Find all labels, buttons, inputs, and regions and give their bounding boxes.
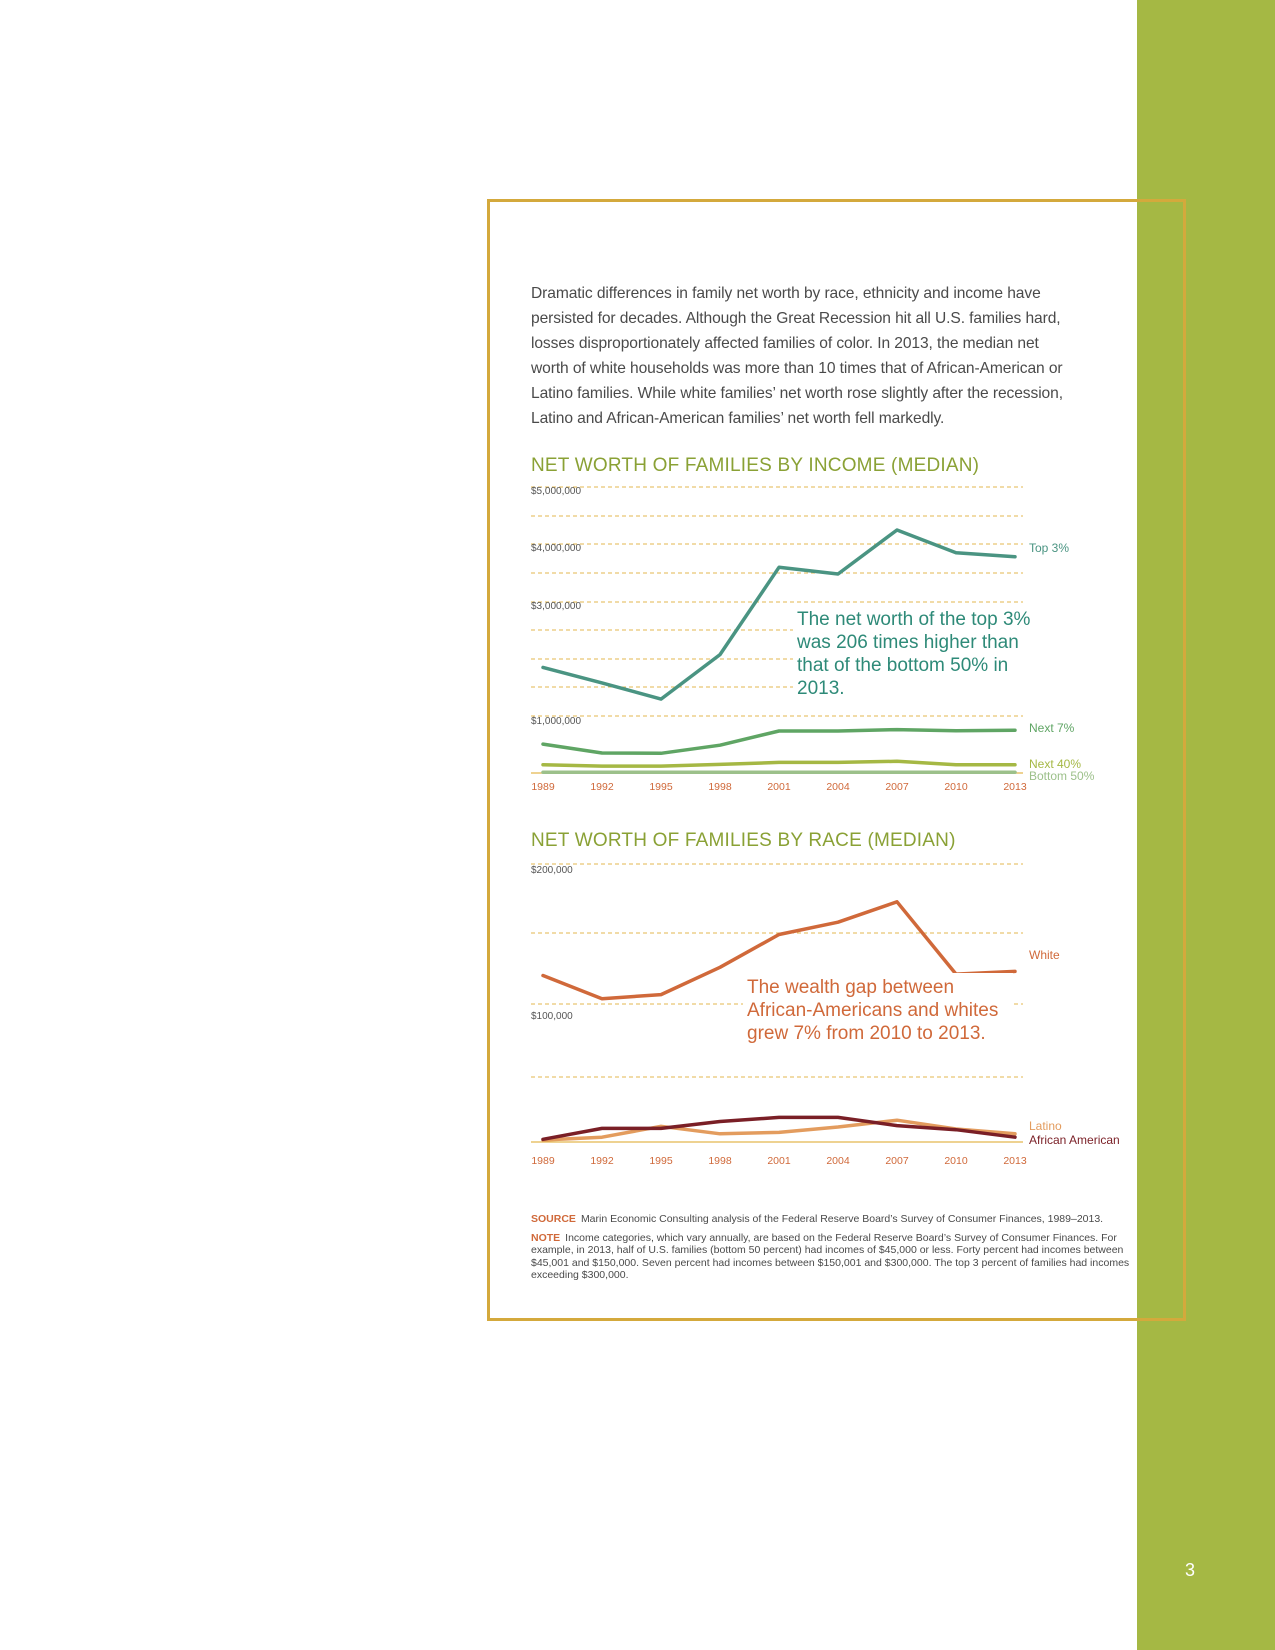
y-tick-label: $3,000,000 <box>531 601 581 612</box>
annotation-text: The wealth gap between African-Americans … <box>747 977 998 1044</box>
note-line: NOTE Income categories, which vary annual… <box>531 1232 1131 1282</box>
y-tick-label: $4,000,000 <box>531 543 581 554</box>
y-tick-label: $5,000,000 <box>531 486 581 497</box>
y-tick-label: $200,000 <box>531 865 573 876</box>
annotation-background <box>793 605 1073 703</box>
x-tick-label: 1992 <box>590 1155 614 1167</box>
series-label: Next 40% <box>1029 757 1081 771</box>
source-notes: SOURCE Marin Economic Consulting analysis… <box>531 1213 1131 1288</box>
page-number: 3 <box>1184 1560 1195 1580</box>
intro-paragraph: Dramatic differences in family net worth… <box>531 285 1063 427</box>
note-text: Income categories, which vary annually, … <box>531 1231 1130 1282</box>
x-tick-label: 1992 <box>590 781 614 793</box>
income-line-chart: $5,000,000 $4,000,000 $3,000,000 $1,000,000… <box>531 486 1095 793</box>
chart-title-income: NET WORTH OF FAMILIES BY INCOME (MEDIAN) <box>531 455 980 476</box>
x-tick-label: 2013 <box>1003 781 1027 793</box>
content-frame <box>487 199 1186 1321</box>
x-tick-label: 1995 <box>649 781 673 793</box>
chart-title-race: NET WORTH OF FAMILIES BY RACE (MEDIAN) <box>531 830 956 851</box>
series-line-top-3- <box>541 528 1017 701</box>
source-line: SOURCE Marin Economic Consulting analysis… <box>531 1213 1131 1226</box>
x-tick-label: 2004 <box>826 781 850 793</box>
x-tick-label: 2007 <box>885 1155 909 1167</box>
note-label: NOTE <box>531 1231 561 1244</box>
annotation-background <box>743 973 1013 1048</box>
x-tick-label: 2004 <box>826 1155 850 1167</box>
annotation-text: The net worth of the top 3% was 206 times… <box>796 609 1031 699</box>
x-tick-label: 2010 <box>944 1155 968 1167</box>
series-line-next-7- <box>541 727 1017 756</box>
x-tick-label: 1995 <box>649 1155 673 1167</box>
race-line-chart: $200,000 $100,000 1989 1992 1995 1998 2001 2004… <box>531 863 1120 1167</box>
series-line-next-40- <box>541 759 1017 768</box>
x-tick-label: 2007 <box>885 781 909 793</box>
x-tick-label: 2010 <box>944 781 968 793</box>
series-label: Top 3% <box>1029 541 1069 555</box>
x-tick-label: 1998 <box>708 781 732 793</box>
x-tick-label: 2001 <box>767 781 791 793</box>
series-line-white <box>541 900 1017 1001</box>
x-tick-label: 2013 <box>1003 1155 1027 1167</box>
series-label: Next 7% <box>1029 721 1075 735</box>
source-text: Marin Economic Consulting analysis of th… <box>580 1213 1104 1225</box>
y-tick-label: $1,000,000 <box>531 716 581 727</box>
series-label: Bottom 50% <box>1029 769 1095 783</box>
x-tick-label: 1989 <box>531 1155 555 1167</box>
y-tick-label: $100,000 <box>531 1011 573 1022</box>
x-tick-label: 1998 <box>708 1155 732 1167</box>
x-tick-label: 2001 <box>767 1155 791 1167</box>
series-line-latino <box>541 1118 1017 1142</box>
series-label: Latino <box>1029 1119 1062 1133</box>
x-tick-label: 1989 <box>531 781 555 793</box>
series-label: White <box>1029 948 1060 962</box>
series-line-african-american <box>541 1115 1017 1142</box>
source-label: SOURCE <box>531 1213 576 1225</box>
sidebar-accent-bar <box>1137 0 1275 1650</box>
series-label: African American <box>1029 1133 1120 1147</box>
